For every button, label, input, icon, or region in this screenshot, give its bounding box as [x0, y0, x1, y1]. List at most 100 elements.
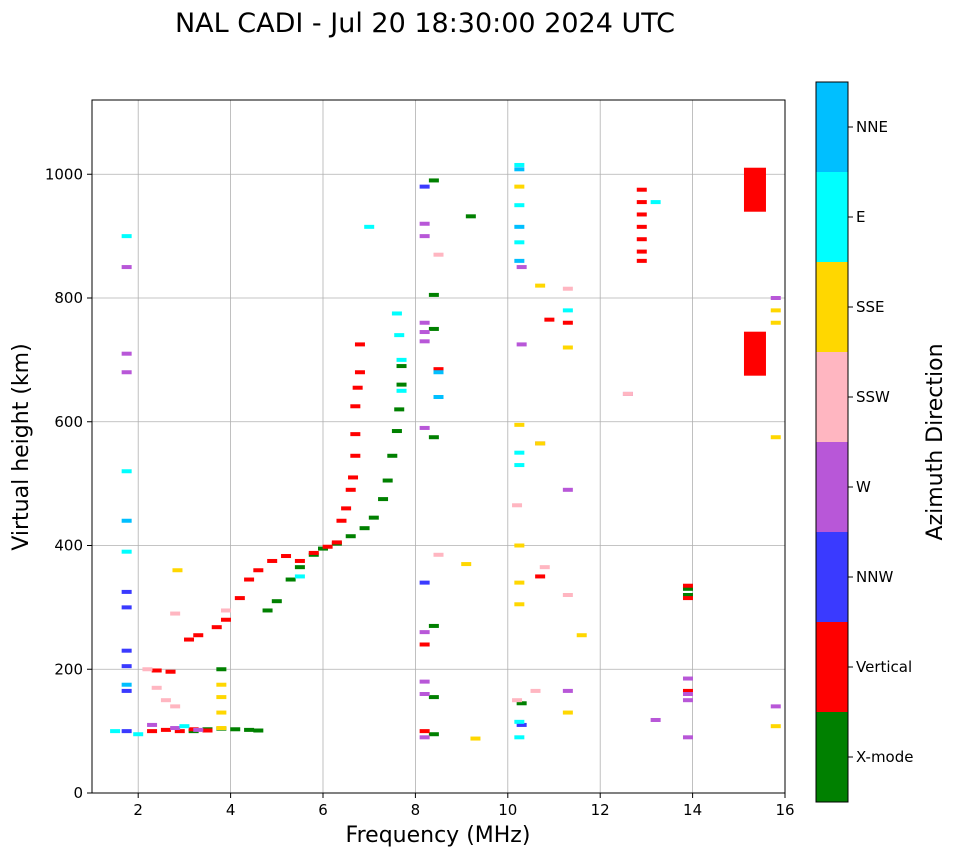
- data-point-vertical: [544, 317, 555, 322]
- data-point-ssw: [562, 286, 573, 291]
- data-point-vertical: [636, 224, 647, 229]
- data-point-sse: [535, 283, 546, 288]
- y-tick-label: 600: [54, 413, 83, 431]
- data-point-sse: [172, 568, 183, 573]
- data-point-ssw: [539, 565, 550, 570]
- data-point-e: [562, 308, 573, 313]
- data-point-w: [419, 320, 430, 325]
- data-point-vertical: [165, 669, 176, 674]
- data-point-sse: [514, 580, 525, 585]
- data-point-vertical: [234, 596, 245, 601]
- x-tick-label: 6: [318, 801, 328, 819]
- data-point-w: [193, 727, 204, 732]
- data-point-sse: [216, 695, 227, 700]
- data-point-x-mode: [345, 534, 356, 539]
- data-point-nne: [433, 370, 444, 375]
- data-point-x-mode: [682, 593, 693, 597]
- data-point-vertical: [267, 558, 278, 563]
- data-point-vertical: [211, 625, 222, 630]
- data-point-sse: [770, 724, 781, 729]
- x-tick-label: 10: [498, 801, 517, 819]
- data-point-sse: [514, 602, 525, 607]
- plot-area: [92, 100, 785, 793]
- data-point-sse: [576, 633, 587, 638]
- data-point-sse: [535, 441, 546, 446]
- y-tick-label: 800: [54, 289, 83, 307]
- data-point-w: [419, 234, 430, 239]
- y-tick-label: 1000: [45, 165, 83, 183]
- chart-title: NAL CADI - Jul 20 18:30:00 2024 UTC: [175, 8, 675, 39]
- data-point-e: [110, 729, 121, 734]
- data-point-vertical: [174, 729, 185, 734]
- data-point-vertical: [184, 637, 195, 642]
- data-point-e: [514, 735, 525, 740]
- data-point-e: [514, 162, 525, 167]
- colorbar-segment: [816, 172, 848, 262]
- data-point-w: [682, 676, 693, 681]
- data-point-vertical: [636, 258, 647, 263]
- data-point-vertical: [253, 568, 264, 573]
- colorbar-frame: [815, 81, 849, 803]
- data-point-e: [121, 469, 132, 474]
- data-point-vertical: [151, 668, 162, 673]
- data-point-e: [514, 463, 525, 468]
- data-point-sse: [461, 562, 472, 567]
- data-point-ssw: [170, 704, 181, 709]
- data-point-nne: [121, 682, 132, 687]
- colorbar-segment: [816, 622, 848, 712]
- data-point-e: [514, 203, 525, 208]
- data-point-vertical: [636, 200, 647, 205]
- colorbar-segment: [816, 442, 848, 532]
- data-point-vertical: [562, 320, 573, 325]
- data-point-nnw: [121, 605, 132, 610]
- data-point-sse: [562, 710, 573, 715]
- data-point-e: [396, 357, 407, 362]
- data-point-vertical: [348, 475, 359, 480]
- data-point-vertical: [350, 432, 361, 437]
- colorbar-tick-label: NNE: [856, 118, 888, 136]
- data-point-w: [419, 692, 430, 696]
- data-point-ssw: [622, 391, 633, 396]
- colorbar-label: Azimuth Direction: [923, 343, 948, 540]
- data-point-e: [121, 549, 132, 554]
- data-point-vertical: [743, 167, 766, 212]
- data-point-x-mode: [294, 565, 305, 570]
- data-point-vertical: [345, 487, 356, 492]
- data-point-x-mode: [428, 326, 439, 331]
- data-point-w: [682, 735, 693, 740]
- data-point-vertical: [281, 554, 292, 559]
- grid-layer: [92, 100, 786, 794]
- data-point-vertical: [535, 574, 546, 579]
- data-point-sse: [216, 682, 227, 687]
- colorbar-tick-label: W: [856, 478, 871, 496]
- data-point-ssw: [530, 688, 541, 693]
- data-point-e: [650, 200, 661, 205]
- data-point-ssw: [512, 698, 523, 703]
- data-point-ssw: [142, 667, 153, 672]
- data-marks: [110, 162, 781, 741]
- data-point-sse: [770, 320, 781, 325]
- data-point-w: [121, 370, 132, 375]
- data-point-x-mode: [387, 453, 398, 458]
- data-point-vertical: [636, 212, 647, 217]
- data-point-w: [516, 342, 527, 347]
- data-point-w: [170, 726, 181, 731]
- data-point-x-mode: [428, 435, 439, 440]
- data-point-vertical: [308, 550, 319, 555]
- data-point-vertical: [743, 331, 766, 376]
- data-point-vertical: [336, 518, 347, 523]
- data-point-x-mode: [271, 599, 282, 604]
- data-point-nne: [514, 167, 525, 172]
- data-point-vertical: [354, 370, 365, 375]
- y-tick-label: 0: [73, 784, 83, 802]
- data-point-vertical: [350, 404, 361, 409]
- data-point-x-mode: [465, 214, 476, 219]
- data-point-w: [650, 717, 661, 722]
- data-point-e: [364, 224, 375, 229]
- data-point-vertical: [322, 544, 333, 549]
- data-point-nnw: [516, 722, 527, 727]
- data-point-vertical: [244, 577, 255, 582]
- data-point-e: [394, 333, 405, 338]
- data-point-vertical: [193, 633, 204, 638]
